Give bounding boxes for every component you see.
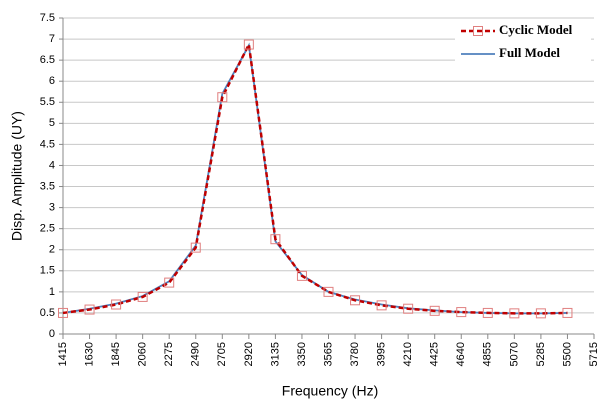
x-tick-label: 2490 xyxy=(190,342,202,366)
x-tick-label: 4640 xyxy=(455,342,467,366)
marker xyxy=(509,308,520,319)
y-tick-label: 0 xyxy=(49,328,55,340)
marker xyxy=(190,242,201,253)
y-tick-label: 7 xyxy=(49,33,55,45)
x-tick-label: 2275 xyxy=(163,342,175,366)
marker xyxy=(58,307,68,318)
x-tick-label: 3350 xyxy=(296,342,308,366)
x-tick-label: 3780 xyxy=(349,342,361,366)
x-tick-label: 2705 xyxy=(216,342,228,366)
legend-box xyxy=(455,20,591,66)
marker xyxy=(111,299,122,310)
marker xyxy=(535,308,546,319)
legend-marker xyxy=(473,26,483,36)
marker xyxy=(350,295,361,306)
legend-label: Full Model xyxy=(499,45,560,60)
series-line xyxy=(62,42,568,315)
x-tick-label: 5715 xyxy=(588,342,600,366)
y-tick-label: 6 xyxy=(49,75,55,87)
y-axis-title: Disp. Amplitude (UY) xyxy=(9,111,25,241)
marker xyxy=(296,270,307,281)
marker xyxy=(403,303,414,314)
marker xyxy=(456,307,467,318)
x-axis-title: Frequency (Hz) xyxy=(282,383,378,399)
x-tick-label: 4425 xyxy=(429,342,441,366)
x-tick-label: 3995 xyxy=(376,342,388,366)
y-tick-label: 3.5 xyxy=(40,180,55,192)
x-tick-label: 5285 xyxy=(535,342,547,366)
series-line xyxy=(62,40,568,315)
marker xyxy=(137,291,148,302)
marker xyxy=(323,286,334,297)
marker xyxy=(429,305,440,316)
marker xyxy=(270,234,281,245)
y-tick-label: 3 xyxy=(49,202,55,214)
marker xyxy=(376,300,387,311)
x-tick-label: 4855 xyxy=(482,342,494,366)
y-tick-label: 7.5 xyxy=(40,12,55,24)
y-tick-label: 5 xyxy=(49,117,55,129)
y-tick-label: 2 xyxy=(49,244,55,256)
marker xyxy=(482,307,493,318)
x-tick-label: 1845 xyxy=(110,342,122,366)
x-tick-label: 4210 xyxy=(402,342,414,366)
x-tick-label: 5070 xyxy=(508,342,520,366)
y-tick-label: 6.5 xyxy=(40,54,55,66)
x-tick-label: 3565 xyxy=(322,342,334,366)
y-tick-label: 0.5 xyxy=(40,307,55,319)
y-tick-label: 2.5 xyxy=(40,223,55,235)
y-tick-label: 4.5 xyxy=(40,138,55,150)
y-tick-label: 1 xyxy=(49,286,55,298)
marker xyxy=(84,304,95,315)
marker xyxy=(243,39,254,50)
x-tick-label: 1630 xyxy=(83,342,95,366)
x-tick-label: 2060 xyxy=(137,342,149,366)
x-tick-label: 1415 xyxy=(57,342,69,366)
marker xyxy=(217,92,228,103)
y-tick-label: 1.5 xyxy=(40,265,55,277)
legend-label: Cyclic Model xyxy=(499,22,573,37)
marker xyxy=(164,277,175,288)
x-tick-label: 2920 xyxy=(243,342,255,366)
marker xyxy=(562,307,573,318)
y-tick-label: 5.5 xyxy=(40,96,55,108)
y-tick-label: 4 xyxy=(49,159,55,171)
x-tick-label: 5500 xyxy=(561,342,573,366)
x-tick-label: 3135 xyxy=(269,342,281,366)
